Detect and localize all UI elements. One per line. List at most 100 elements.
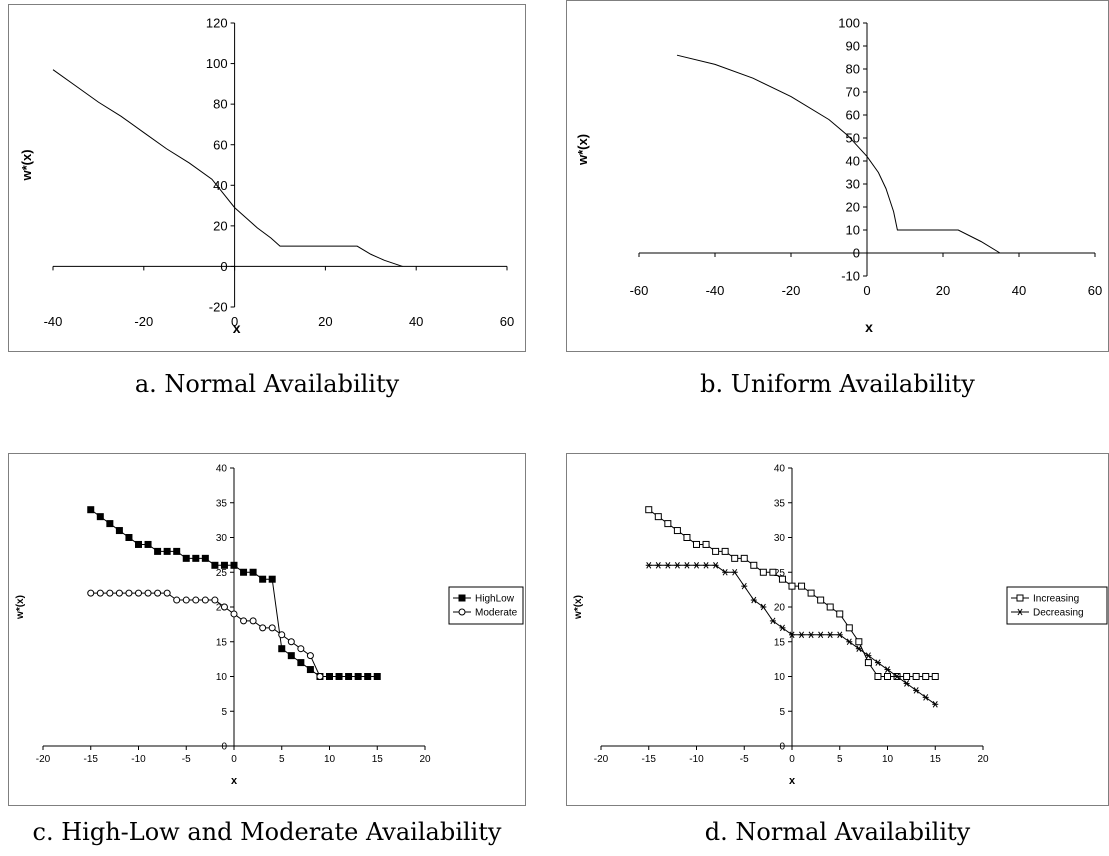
y-axis-title: w*(x) — [573, 595, 584, 620]
data-point — [788, 582, 796, 590]
y-tick-label: 30 — [216, 533, 228, 544]
data-point — [693, 540, 700, 548]
data-point — [326, 673, 333, 680]
legend: HighLow Moderate — [448, 586, 524, 625]
chart-frame-c: -20-15-10-5051015200510152025303540xw*(x… — [8, 453, 526, 806]
y-tick-label: -20 — [209, 300, 228, 315]
data-point — [759, 568, 767, 576]
data-point — [373, 673, 381, 680]
asterisk-stroke — [760, 603, 766, 611]
x-tick-label: 40 — [409, 314, 423, 329]
legend-box — [1006, 586, 1108, 625]
data-point — [817, 631, 824, 639]
data-point — [364, 673, 372, 680]
y-tick-label: 100 — [838, 16, 860, 31]
asterisk-stroke — [693, 562, 700, 569]
y-tick-label: 0 — [853, 246, 860, 261]
x-tick-label: 20 — [936, 283, 950, 298]
y-tick-label: 30 — [774, 533, 786, 544]
data-point — [760, 603, 767, 611]
x-tick-label: 10 — [882, 754, 894, 765]
data-point — [268, 575, 276, 583]
data-point — [211, 561, 219, 569]
asterisk-stroke — [684, 562, 690, 569]
data-point — [722, 568, 729, 576]
y-tick-label: 70 — [846, 85, 860, 100]
data-point — [932, 701, 939, 708]
data-point — [182, 596, 190, 604]
data-point — [731, 554, 739, 562]
asterisk-stroke — [646, 562, 652, 569]
x-tick-label: -20 — [36, 754, 51, 765]
asterisk-stroke — [818, 631, 824, 639]
x-tick-label: 5 — [279, 754, 285, 765]
data-point — [354, 673, 362, 680]
data-point — [913, 687, 920, 694]
data-point — [865, 652, 872, 659]
asterisk-stroke — [722, 568, 728, 576]
caption-d: d. Normal Availability — [704, 818, 971, 846]
data-point — [306, 652, 314, 660]
data-point — [779, 624, 786, 632]
data-point — [721, 547, 729, 555]
y-tick-label: 50 — [846, 131, 860, 146]
data-point — [683, 562, 690, 569]
asterisk-stroke — [808, 631, 814, 639]
data-point — [731, 568, 738, 576]
data-point — [201, 554, 209, 562]
asterisk-stroke — [1017, 608, 1023, 616]
x-tick-label: -15 — [642, 754, 657, 765]
x-tick-label: 10 — [324, 754, 336, 765]
y-tick-label: 60 — [213, 137, 227, 152]
y-tick-label: 20 — [213, 218, 227, 233]
legend-marker — [1017, 608, 1023, 616]
data-point — [154, 547, 162, 555]
y-tick-label: 100 — [206, 56, 228, 71]
data-point — [287, 638, 295, 646]
x-axis-title: x — [865, 319, 873, 335]
data-point — [182, 554, 190, 562]
data-point — [769, 568, 777, 576]
data-point — [798, 582, 806, 590]
data-point — [115, 527, 123, 535]
chart-b-svg: -60 -40 -20 0 20 40 60-10010203040506070809010… — [575, 16, 1102, 335]
data-point — [836, 631, 843, 639]
asterisk-stroke — [703, 562, 709, 569]
data-point — [201, 596, 209, 604]
data-point — [855, 638, 863, 646]
y-tick-label: 40 — [213, 178, 227, 193]
data-point — [912, 673, 920, 680]
data-point — [645, 562, 652, 569]
data-point — [683, 534, 691, 541]
x-tick-label: 0 — [863, 283, 870, 298]
asterisk-stroke — [913, 687, 919, 694]
chart-d-svg: -20 -15 -10 -5 0 5 10 15 20 0 5 10 15 20 25 30 35 40 x w*(x… — [573, 464, 1108, 787]
y-tick-label: 35 — [774, 498, 786, 509]
data-point — [836, 610, 844, 618]
asterisk-stroke — [837, 631, 843, 639]
legend-marker — [458, 594, 466, 602]
data-point — [903, 680, 910, 687]
data-point — [230, 561, 238, 569]
data-point — [741, 582, 748, 590]
data-point — [798, 631, 805, 639]
x-axis-title: x — [231, 775, 238, 787]
asterisk-stroke — [665, 562, 671, 569]
asterisk-stroke — [779, 624, 785, 632]
x-tick-label: -60 — [630, 283, 649, 298]
asterisk-stroke — [789, 631, 795, 639]
y-tick-label: 20 — [774, 603, 786, 614]
data-point — [674, 562, 681, 569]
data-point — [903, 673, 911, 680]
asterisk-stroke — [827, 631, 833, 639]
data-point — [249, 617, 257, 625]
x-tick-label: 5 — [837, 754, 843, 765]
caption-a: a. Normal Availability — [134, 370, 400, 398]
legend-marker — [1016, 594, 1024, 602]
data-point — [115, 589, 123, 597]
data-point — [125, 589, 133, 597]
x-tick-label: -20 — [134, 314, 153, 329]
asterisk-stroke — [884, 666, 891, 673]
data-point — [96, 513, 104, 521]
y-tick-label: 10 — [216, 672, 228, 683]
